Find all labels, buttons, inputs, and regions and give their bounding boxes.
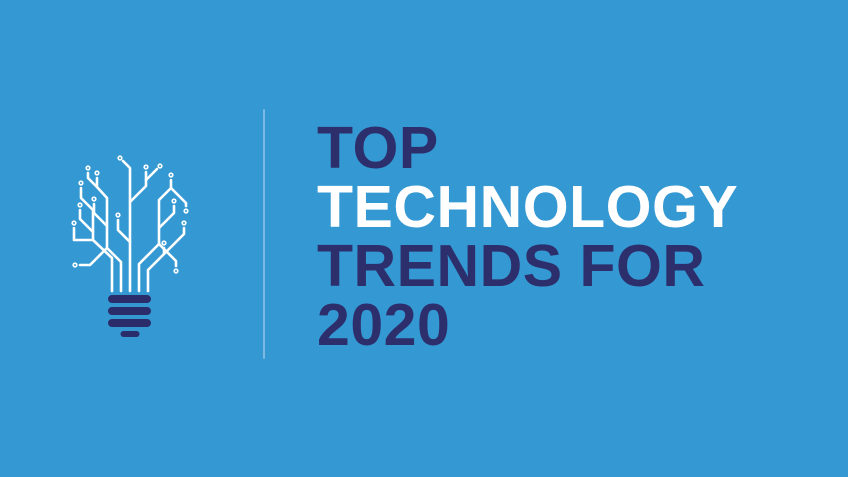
title-line-trends-for: TRENDS FOR <box>317 233 706 299</box>
circuit-node-rings <box>71 155 189 274</box>
title-line-2020: 2020 <box>317 292 451 358</box>
title-line-top: TOP <box>317 115 439 181</box>
circuit-traces <box>72 159 188 293</box>
circuit-lightbulb-icon <box>64 146 196 342</box>
vertical-divider <box>263 109 265 359</box>
page-title: TOP TECHNOLOGY TRENDS FOR 2020 <box>317 119 738 355</box>
bulb-base <box>108 295 151 337</box>
title-line-technology: TECHNOLOGY <box>317 174 739 240</box>
